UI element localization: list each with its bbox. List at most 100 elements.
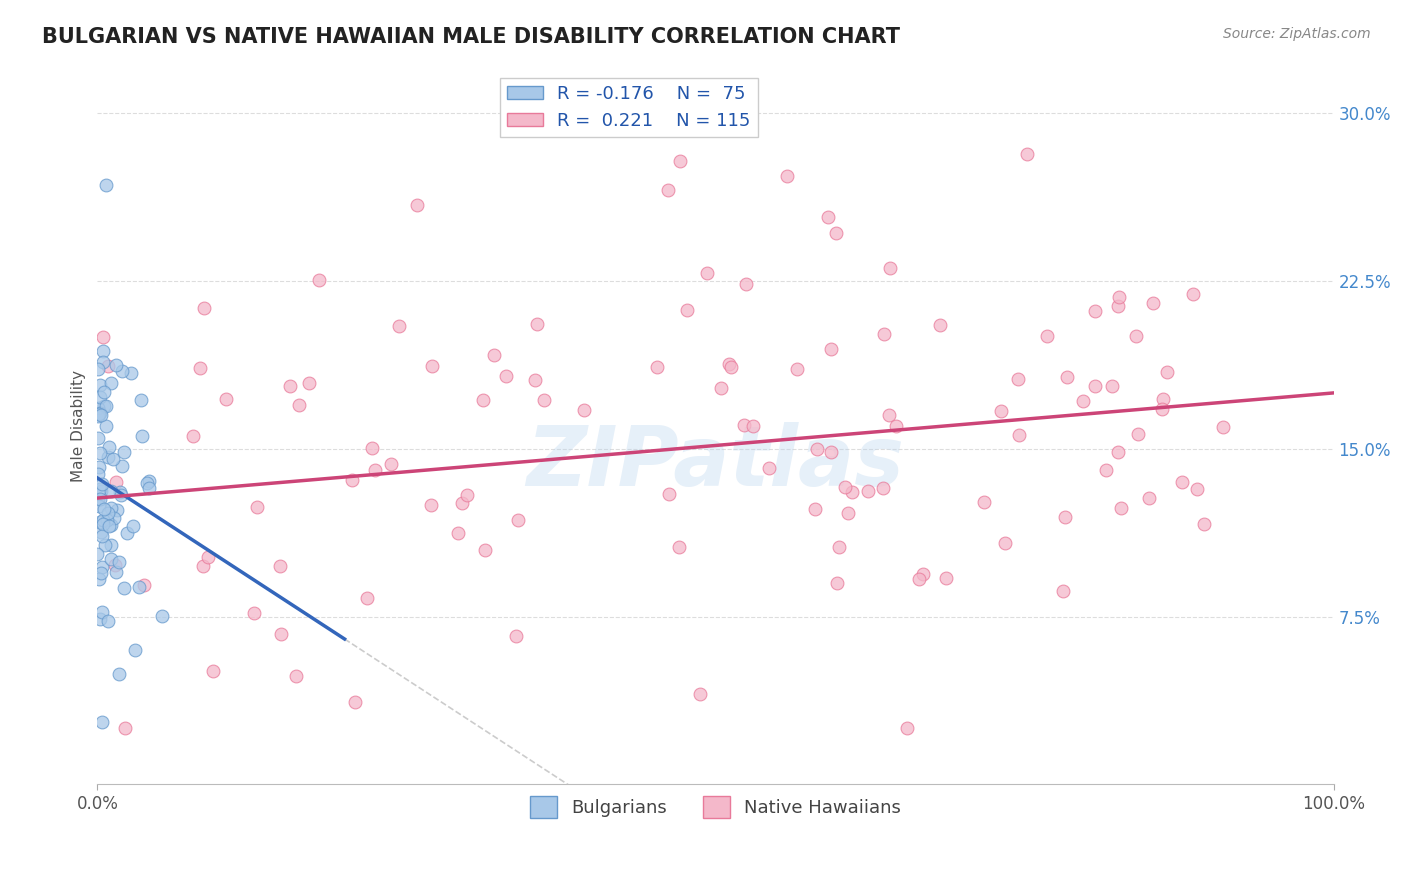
Native Hawaiians (361, 442, 384, 456)
Native Hawaiians (308, 273, 330, 287)
Native Hawaiians (668, 154, 690, 169)
Bulgarians (87, 467, 110, 481)
Native Hawaiians (474, 543, 496, 558)
Native Hawaiians (1007, 372, 1029, 386)
Bulgarians (100, 483, 122, 498)
Native Hawaiians (758, 461, 780, 475)
Native Hawaiians (524, 374, 547, 388)
Bulgarians (89, 446, 111, 460)
Native Hawaiians (287, 398, 309, 412)
Native Hawaiians (270, 627, 292, 641)
Bulgarians (136, 476, 159, 491)
Native Hawaiians (388, 318, 411, 333)
Text: BULGARIAN VS NATIVE HAWAIIAN MALE DISABILITY CORRELATION CHART: BULGARIAN VS NATIVE HAWAIIAN MALE DISABI… (42, 27, 900, 46)
Native Hawaiians (420, 498, 443, 512)
Bulgarians (94, 419, 117, 434)
Native Hawaiians (1095, 463, 1118, 477)
Bulgarians (87, 572, 110, 586)
Native Hawaiians (356, 591, 378, 605)
Native Hawaiians (1052, 583, 1074, 598)
Bulgarians (97, 615, 120, 629)
Native Hawaiians (817, 210, 839, 224)
Bulgarians (87, 407, 110, 421)
Native Hawaiians (1137, 491, 1160, 505)
Native Hawaiians (856, 483, 879, 498)
Bulgarians (120, 366, 142, 380)
Bulgarians (98, 441, 121, 455)
Native Hawaiians (1101, 379, 1123, 393)
Bulgarians (108, 484, 131, 499)
Native Hawaiians (908, 572, 931, 586)
Bulgarians (103, 511, 125, 525)
Bulgarians (90, 566, 112, 580)
Native Hawaiians (1108, 290, 1130, 304)
Y-axis label: Male Disability: Male Disability (72, 370, 86, 483)
Native Hawaiians (298, 376, 321, 390)
Native Hawaiians (841, 484, 863, 499)
Native Hawaiians (1126, 427, 1149, 442)
Native Hawaiians (364, 463, 387, 477)
Bulgarians (115, 526, 138, 541)
Native Hawaiians (820, 445, 842, 459)
Native Hawaiians (495, 369, 517, 384)
Native Hawaiians (1182, 286, 1205, 301)
Native Hawaiians (935, 571, 957, 585)
Native Hawaiians (269, 558, 291, 573)
Native Hawaiians (1036, 329, 1059, 343)
Native Hawaiians (873, 327, 896, 342)
Native Hawaiians (676, 303, 699, 318)
Native Hawaiians (1084, 378, 1107, 392)
Native Hawaiians (343, 695, 366, 709)
Native Hawaiians (828, 541, 851, 555)
Native Hawaiians (911, 567, 934, 582)
Bulgarians (93, 501, 115, 516)
Native Hawaiians (526, 317, 548, 331)
Native Hawaiians (884, 419, 907, 434)
Native Hawaiians (284, 669, 307, 683)
Bulgarians (111, 363, 134, 377)
Native Hawaiians (193, 559, 215, 574)
Bulgarians (150, 609, 173, 624)
Bulgarians (87, 431, 110, 445)
Native Hawaiians (105, 475, 128, 489)
Native Hawaiians (1171, 475, 1194, 489)
Text: Source: ZipAtlas.com: Source: ZipAtlas.com (1223, 27, 1371, 41)
Native Hawaiians (405, 198, 427, 212)
Native Hawaiians (990, 404, 1012, 418)
Native Hawaiians (834, 480, 856, 494)
Native Hawaiians (447, 526, 470, 541)
Native Hawaiians (1192, 517, 1215, 532)
Native Hawaiians (804, 502, 827, 516)
Bulgarians (87, 409, 110, 424)
Native Hawaiians (201, 664, 224, 678)
Bulgarians (89, 406, 111, 420)
Bulgarians (131, 392, 153, 407)
Bulgarians (104, 565, 127, 579)
Native Hawaiians (193, 301, 215, 315)
Bulgarians (100, 538, 122, 552)
Bulgarians (91, 516, 114, 531)
Native Hawaiians (484, 348, 506, 362)
Native Hawaiians (1125, 328, 1147, 343)
Native Hawaiians (825, 575, 848, 590)
Bulgarians (100, 376, 122, 391)
Bulgarians (103, 452, 125, 467)
Bulgarians (97, 507, 120, 521)
Native Hawaiians (342, 473, 364, 487)
Bulgarians (94, 178, 117, 192)
Native Hawaiians (820, 343, 842, 357)
Native Hawaiians (1054, 509, 1077, 524)
Bulgarians (91, 605, 114, 619)
Native Hawaiians (733, 417, 755, 432)
Native Hawaiians (658, 487, 681, 501)
Bulgarians (93, 399, 115, 413)
Native Hawaiians (668, 540, 690, 554)
Native Hawaiians (215, 392, 238, 407)
Bulgarians (111, 458, 134, 473)
Bulgarians (105, 503, 128, 517)
Bulgarians (112, 581, 135, 595)
Native Hawaiians (689, 687, 711, 701)
Native Hawaiians (181, 429, 204, 443)
Native Hawaiians (91, 330, 114, 344)
Native Hawaiians (1212, 419, 1234, 434)
